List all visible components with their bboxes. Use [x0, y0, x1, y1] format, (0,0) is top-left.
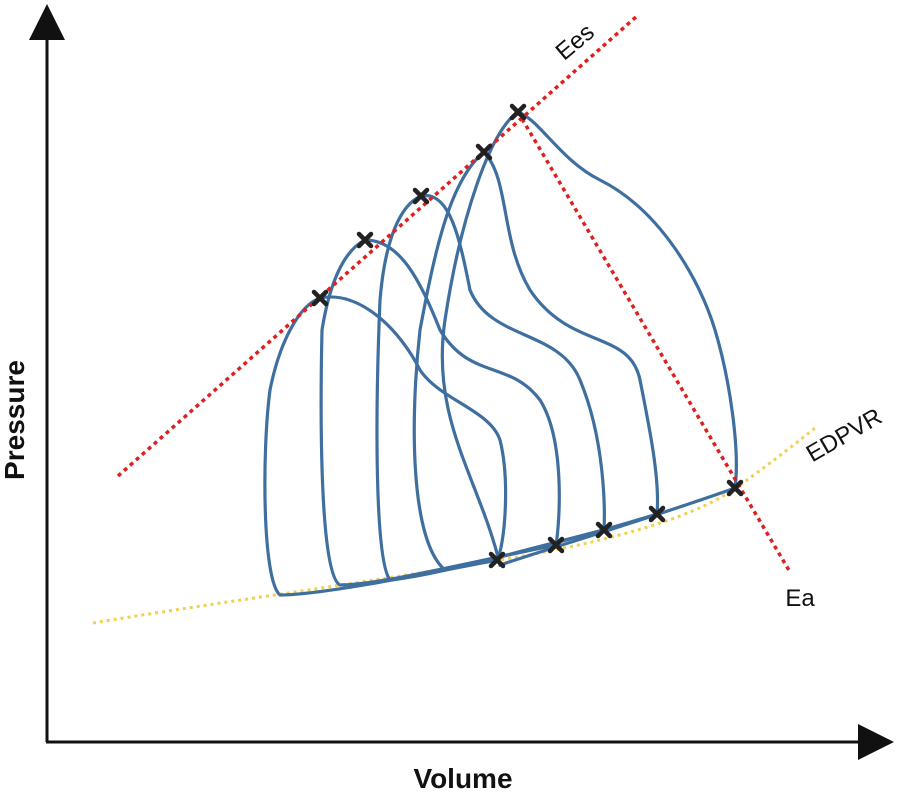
- x-axis-label: Volume: [413, 763, 512, 794]
- ea-line: [516, 111, 792, 573]
- markers: [311, 103, 744, 569]
- ees-line: [116, 14, 639, 478]
- ees-label: Ees: [551, 19, 600, 66]
- edpvr-line: [92, 426, 816, 625]
- y-axis-label: Pressure: [0, 360, 30, 480]
- pv-loops: [263, 110, 738, 597]
- axes: [28, 4, 894, 760]
- ea-label: Ea: [785, 585, 815, 612]
- edpvr-label: EDPVR: [802, 403, 887, 468]
